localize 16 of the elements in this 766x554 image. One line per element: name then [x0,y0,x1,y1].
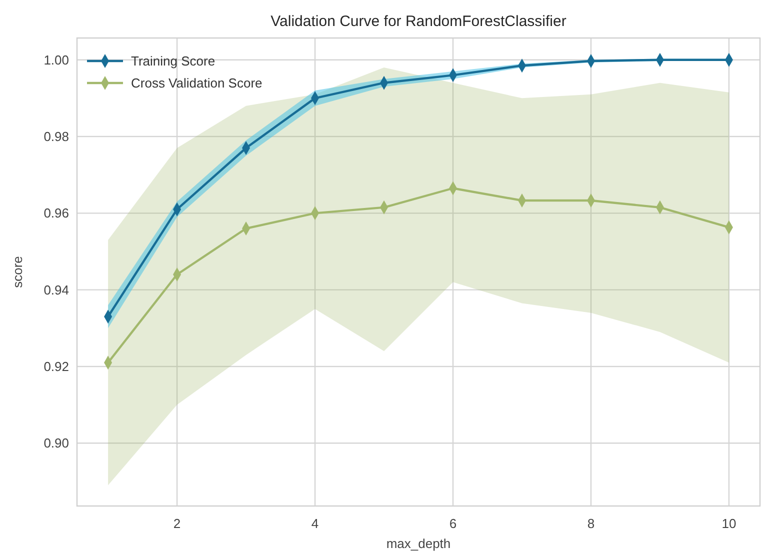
x-tick-label: 2 [173,516,181,531]
y-tick-label: 0.92 [44,359,69,374]
y-axis-title: score [10,256,25,288]
legend-label: Cross Validation Score [131,76,262,91]
y-tick-label: 0.96 [44,206,69,221]
x-tick-label: 4 [311,516,319,531]
x-axis-title: max_depth [386,536,451,551]
chart-title: Validation Curve for RandomForestClassifier [270,13,566,30]
x-tick-label: 10 [722,516,736,531]
legend-label: Training Score [131,54,216,69]
y-tick-label: 0.94 [44,282,69,298]
y-tick-label: 1.00 [44,52,69,68]
y-tick-label: 0.98 [44,129,69,144]
y-tick-label: 0.90 [44,436,69,451]
x-tick-label: 8 [587,516,595,531]
x-tick-label: 6 [449,516,457,531]
